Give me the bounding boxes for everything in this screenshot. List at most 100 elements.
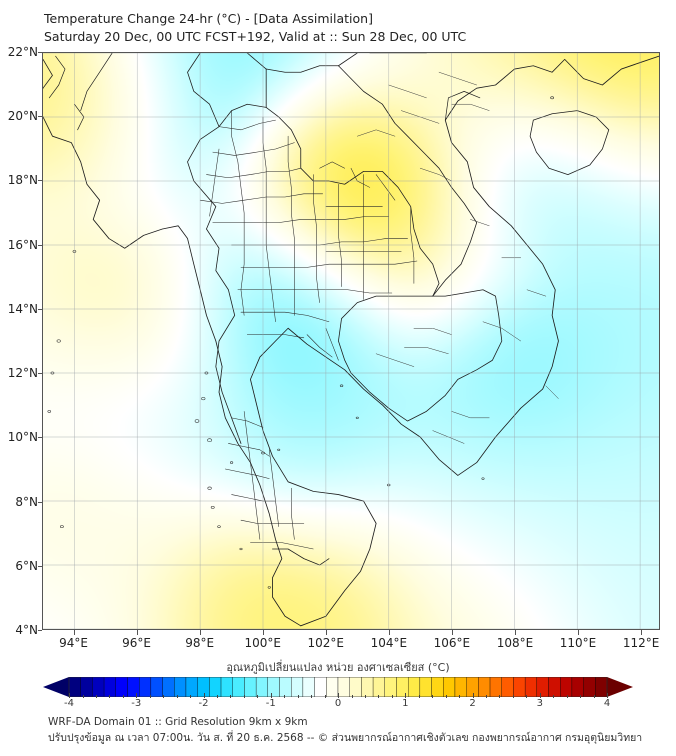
longitude-tick-label: 102°E — [307, 636, 345, 650]
longitude-tick-mark — [73, 630, 75, 635]
colorbar-tick-mark — [593, 695, 595, 698]
colorbar-tick-mark — [270, 693, 272, 698]
longitude-tick-mark — [136, 630, 138, 635]
coastline-and-border-overlay — [43, 53, 659, 627]
longitude-tick-mark — [388, 630, 390, 635]
longitude-tick-mark — [451, 630, 453, 635]
latitude-tick-mark — [38, 308, 42, 310]
latitude-tick-label: 16°N — [7, 237, 38, 252]
colorbar-tick-mark — [432, 695, 434, 698]
chart-title-block: Temperature Change 24-hr (°C) - [Data As… — [44, 10, 644, 46]
colorbar-tick-mark — [203, 693, 205, 698]
colorbar-tick-mark — [405, 693, 407, 698]
colorbar-tick-label: 3 — [536, 698, 543, 709]
colorbar-tick-mark — [297, 695, 299, 698]
colorbar-tick-label: 4 — [603, 698, 611, 709]
latitude-tick-mark — [38, 52, 42, 53]
colorbar-tick-mark — [176, 695, 178, 698]
longitude-tick-label: 106°E — [433, 636, 471, 650]
latitude-tick-mark — [38, 565, 42, 567]
colorbar-tick-mark — [109, 695, 111, 698]
latitude-tick-mark — [38, 373, 42, 375]
latitude-tick-label: 22°N — [7, 45, 38, 59]
colorbar-tick-mark — [486, 695, 487, 698]
colorbar-tick-mark — [149, 695, 151, 698]
colorbar-tick-mark — [553, 695, 555, 698]
colorbar-tick-label: -3 — [131, 698, 142, 709]
colorbar-block: อุณหภูมิเปลี่ยนแปลง หน่วย องศาเซลเซียส (… — [0, 658, 676, 704]
colorbar-tick-label: -4 — [64, 698, 74, 709]
colorbar-tick-mark — [190, 695, 192, 698]
colorbar-tick-mark — [257, 695, 259, 698]
colorbar-tick-mark — [378, 695, 380, 698]
colorbar-title: อุณหภูมิเปลี่ยนแปลง หน่วย องศาเซลเซียส (… — [226, 661, 450, 674]
colorbar-tick-mark — [445, 695, 447, 698]
colorbar-tick-mark — [512, 695, 514, 698]
colorbar-tick-label: 2 — [469, 698, 476, 709]
latitude-tick-label: 14°N — [7, 301, 38, 316]
colorbar-tick-mark — [351, 695, 353, 698]
colorbar-swatch[interactable] — [43, 677, 633, 697]
colorbar-tick-mark — [526, 695, 528, 698]
colorbar-tick-mark — [230, 695, 232, 698]
latitude-tick-label: 4°N — [15, 623, 38, 637]
latitude-tick-mark — [38, 116, 42, 118]
colorbar-tick-label: -2 — [198, 698, 209, 709]
footer-domain-line: WRF-DA Domain 01 :: Grid Resolution 9km … — [48, 716, 308, 728]
colorbar-tick-mark — [418, 695, 420, 698]
colorbar-tick-mark — [391, 695, 393, 698]
colorbar-tick-mark — [338, 693, 339, 698]
latitude-tick-mark — [38, 437, 42, 439]
colorbar-tick-mark — [163, 695, 165, 698]
footer-block: WRF-DA Domain 01 :: Grid Resolution 9km … — [48, 714, 668, 746]
colorbar-tick-mark — [311, 695, 313, 698]
colorbar-tick-mark — [607, 693, 608, 698]
map-plot-area[interactable] — [42, 52, 660, 630]
colorbar-tick-mark — [459, 695, 461, 698]
longitude-axis: 94°E 96°E 98°E 100°E 102°E 104°E 106°E 108°E 110… — [0, 630, 676, 654]
colorbar-tick-mark — [136, 693, 138, 698]
latitude-tick-label: 6°N — [15, 558, 38, 573]
colorbar-tick-mark — [95, 695, 97, 698]
latlon-gridlines — [43, 53, 659, 629]
latitude-tick-mark — [38, 630, 42, 631]
colorbar-tick-mark — [122, 695, 124, 698]
colorbar-tick-mark — [472, 693, 474, 698]
longitude-tick-label: 110°E — [559, 636, 597, 650]
colorbar-tick-mark — [539, 693, 541, 698]
longitude-tick-label: 96°E — [122, 636, 152, 650]
longitude-tick-mark — [641, 630, 643, 635]
latitude-tick-label: 18°N — [7, 173, 38, 188]
colorbar-tick-label: 0 — [334, 698, 342, 709]
colorbar-tick-mark — [566, 695, 568, 698]
colorbar-tick-mark — [243, 695, 245, 698]
chart-title-line1: Temperature Change 24-hr (°C) - [Data As… — [44, 11, 373, 26]
longitude-tick-mark — [325, 630, 327, 635]
colorbar-tick-mark — [69, 693, 70, 698]
longitude-tick-label: 94°E — [59, 636, 88, 650]
longitude-tick-mark — [199, 630, 201, 635]
colorbar-tick-mark — [580, 695, 582, 698]
colorbar-gradient — [43, 677, 633, 697]
longitude-tick-label: 112°E — [622, 636, 660, 650]
latitude-tick-mark — [38, 180, 42, 182]
longitude-tick-mark — [578, 630, 580, 635]
colorbar-tick-mark — [217, 695, 218, 698]
longitude-tick-mark — [262, 630, 264, 635]
colorbar-tick-mark — [284, 695, 286, 698]
latitude-tick-mark — [38, 244, 42, 246]
latitude-axis: 4°N 6°N 8°N 10°N 12°N 14°N 16°N 18°N 20°N 22°N — [0, 0, 42, 756]
latitude-tick-label: 8°N — [15, 494, 38, 509]
colorbar-tick-mark — [324, 695, 326, 698]
latitude-tick-mark — [38, 501, 42, 503]
temperature-anomaly-field — [43, 53, 659, 629]
longitude-tick-mark — [514, 630, 516, 635]
longitude-tick-label: 100°E — [244, 636, 281, 650]
longitude-tick-label: 108°E — [496, 636, 534, 650]
colorbar-tick-label: 1 — [402, 698, 409, 709]
latitude-tick-label: 10°N — [7, 430, 38, 445]
longitude-tick-label: 98°E — [185, 636, 215, 650]
latitude-tick-label: 20°N — [7, 109, 38, 124]
colorbar-tick-label: -1 — [265, 698, 276, 709]
